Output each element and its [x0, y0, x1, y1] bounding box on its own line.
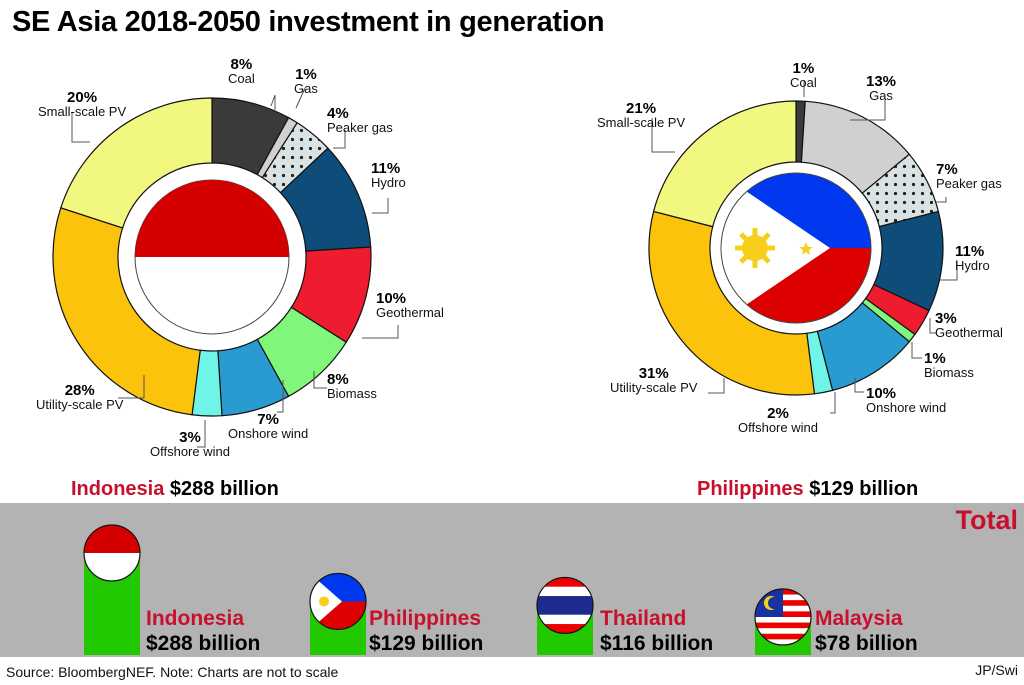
bar-value-indonesia: $288 billion — [146, 632, 261, 655]
bar-label-malaysia: Malaysia — [815, 607, 903, 630]
philippines-flag-icon — [309, 572, 367, 631]
source-note: Source: BloombergNEF. Note: Charts are n… — [6, 664, 339, 680]
thailand-flag-icon — [536, 576, 594, 635]
label-philippines-biomass: 1% Biomass — [924, 350, 974, 380]
indonesia-flag-icon — [83, 524, 141, 582]
label-indonesia-utility-pv: 28% Utility-scale PV — [36, 382, 124, 412]
totals-title: Total — [955, 505, 1019, 535]
bar-value-philippines: $129 billion — [369, 632, 484, 655]
label-indonesia-hydro: 11% Hydro — [371, 160, 406, 190]
label-philippines-hydro: 11% Hydro — [955, 243, 990, 273]
indonesia-flag-icon — [134, 179, 290, 335]
label-philippines-coal: 1% Coal — [790, 60, 817, 90]
label-indonesia-offshore-wind: 3% Offshore wind — [150, 429, 230, 459]
label-philippines-gas: 13% Gas — [866, 73, 897, 103]
label-indonesia-biomass: 8% Biomass — [327, 371, 377, 401]
label-philippines-peaker-gas: 7% Peaker gas — [936, 161, 1002, 191]
label-indonesia-gas: 1% Gas — [294, 66, 318, 96]
slice-indonesia-utility-scale-pv — [52, 207, 201, 416]
malaysia-flag-icon — [754, 588, 812, 646]
label-indonesia-coal: 8% Coal — [228, 56, 255, 86]
label-indonesia-onshore-wind: 7% Onshore wind — [228, 411, 309, 441]
page-title: SE Asia 2018-2050 investment in generati… — [12, 6, 605, 38]
bar-value-thailand: $116 billion — [600, 632, 714, 655]
label-indonesia-peaker-gas: 4% Peaker gas — [327, 105, 393, 135]
philippines-total: Philippines $129 billion — [697, 478, 919, 500]
label-indonesia-geothermal: 10% Geothermal — [376, 290, 444, 320]
bar-value-malaysia: $78 billion — [815, 632, 918, 655]
label-philippines-onshore-wind: 10% Onshore wind — [866, 385, 947, 415]
totals-panel — [0, 503, 1024, 657]
bar-label-indonesia: Indonesia — [146, 607, 245, 630]
slice-philippines-utility-scale-pv — [648, 210, 816, 396]
bar-label-philippines: Philippines — [369, 607, 482, 630]
label-philippines-small-pv: 21% Small-scale PV — [597, 100, 686, 130]
slice-indonesia-small-scale-pv — [60, 97, 213, 229]
slice-philippines-small-scale-pv — [652, 100, 797, 228]
label-philippines-utility-pv: 31% Utility-scale PV — [610, 365, 698, 395]
label-indonesia-small-pv: 20% Small-scale PV — [38, 89, 127, 119]
credit: JP/Swi — [975, 662, 1018, 678]
label-philippines-offshore-wind: 2% Offshore wind — [738, 405, 818, 435]
label-philippines-geothermal: 3% Geothermal — [935, 310, 1003, 340]
indonesia-total: Indonesia $288 billion — [71, 478, 279, 500]
bar-label-thailand: Thailand — [600, 607, 687, 630]
